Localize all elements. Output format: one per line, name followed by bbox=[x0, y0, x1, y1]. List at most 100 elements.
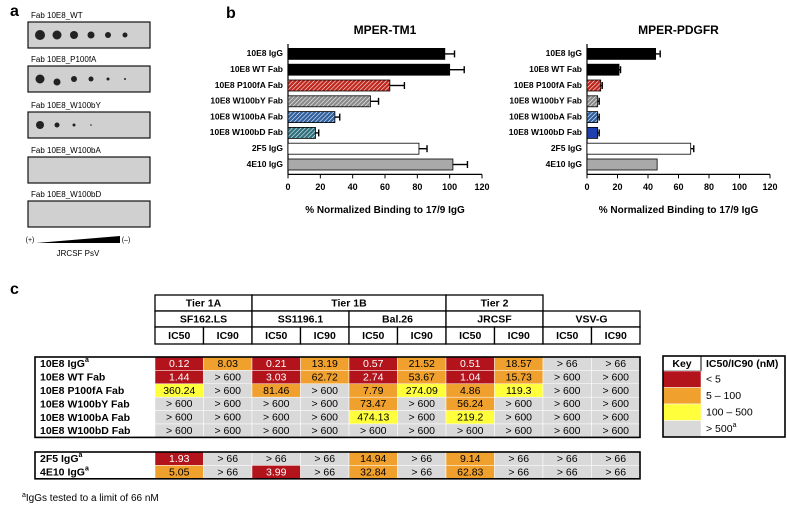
cell-value: 81.46 bbox=[263, 385, 289, 397]
strain-header: SS1196.1 bbox=[278, 313, 324, 325]
cell-value: > 66 bbox=[314, 466, 335, 478]
cell-value: > 66 bbox=[411, 453, 432, 465]
cell-value: > 600 bbox=[311, 398, 338, 410]
cell-value: > 600 bbox=[166, 398, 193, 410]
tier-header: Tier 1B bbox=[331, 297, 367, 309]
footnote: aIgGs tested to a limit of 66 nM bbox=[22, 492, 159, 504]
cell-value: 119.3 bbox=[506, 385, 532, 397]
cell-value: > 600 bbox=[214, 412, 241, 424]
cell-value: > 600 bbox=[505, 412, 532, 424]
blot-strip bbox=[27, 111, 151, 139]
blot-label: Fab 10E8_W100bA bbox=[31, 146, 101, 155]
gradient-label: JRCSF PsV bbox=[57, 249, 100, 258]
bar bbox=[586, 158, 658, 171]
measure-header: IC90 bbox=[314, 330, 336, 342]
y-tick-label: 10E8 IgG bbox=[546, 48, 583, 58]
bar bbox=[586, 63, 620, 76]
cell-value: 0.21 bbox=[266, 358, 287, 370]
chart-title: MPER-PDGFR bbox=[638, 23, 719, 37]
cell-value: 56.24 bbox=[457, 398, 483, 410]
bar bbox=[287, 142, 420, 155]
key-heading: IC50/IC90 (nM) bbox=[706, 358, 778, 370]
measure-header: IC90 bbox=[217, 330, 239, 342]
label-text: 10E8 IgG bbox=[40, 358, 85, 370]
bar bbox=[586, 111, 599, 123]
label: 100 – 500 bbox=[706, 406, 753, 418]
label: 10E8 WT Fab bbox=[40, 371, 105, 383]
label: 10E8 W100bY Fab bbox=[40, 398, 130, 410]
blot-dot bbox=[71, 76, 77, 82]
y-tick-label: 10E8 W100bA Fab bbox=[509, 111, 582, 121]
tier-header: Tier 1A bbox=[186, 297, 222, 309]
measure-header: IC90 bbox=[605, 330, 627, 342]
cell-value: > 600 bbox=[263, 412, 290, 424]
superscript: a bbox=[733, 422, 737, 429]
x-tick-label: 60 bbox=[673, 182, 683, 192]
y-tick-label: 10E8 P100fA Fab bbox=[514, 80, 582, 90]
y-tick-label: 10E8 W100bD Fab bbox=[210, 127, 283, 137]
cell-value: > 600 bbox=[554, 398, 581, 410]
blot-dot bbox=[90, 124, 92, 126]
label: < 5 bbox=[706, 373, 721, 385]
y-tick-label: 4E10 IgG bbox=[247, 159, 284, 169]
blot-dot bbox=[70, 31, 78, 39]
y-tick-label: 2F5 IgG bbox=[252, 143, 284, 153]
measure-header: IC90 bbox=[411, 330, 433, 342]
superscript: a bbox=[85, 465, 89, 472]
label: 5 – 100 bbox=[706, 390, 741, 402]
blot-dot bbox=[35, 30, 45, 40]
cell-value: > 600 bbox=[505, 425, 532, 437]
y-tick-label: 10E8 WT Fab bbox=[230, 64, 283, 74]
blot-dot bbox=[122, 32, 128, 38]
cell-value: > 66 bbox=[411, 466, 432, 478]
cell-value: 3.99 bbox=[266, 466, 287, 478]
cell-value: > 600 bbox=[408, 412, 435, 424]
blot-dot bbox=[106, 77, 110, 81]
bar bbox=[586, 48, 657, 60]
gradient-left: (+) bbox=[26, 237, 35, 244]
x-tick-label: 40 bbox=[348, 182, 358, 192]
gradient-right: (–) bbox=[122, 237, 131, 244]
cell-value: > 66 bbox=[557, 453, 578, 465]
cell-value: > 66 bbox=[605, 453, 626, 465]
label-text: 2F5 IgG bbox=[40, 453, 79, 465]
blot-dot bbox=[52, 30, 62, 40]
cell-value: > 600 bbox=[263, 425, 290, 437]
cell-value: > 600 bbox=[166, 425, 193, 437]
y-tick-label: 10E8 IgG bbox=[247, 48, 284, 58]
label: 10E8 P100fA Fab bbox=[40, 385, 124, 397]
cell-value: > 66 bbox=[217, 466, 238, 478]
cell-value: 219.2 bbox=[457, 412, 483, 424]
cell-value: 53.67 bbox=[409, 371, 435, 383]
panel-label: b bbox=[226, 5, 236, 22]
cell-value: 14.94 bbox=[360, 453, 386, 465]
label-text: < 5 bbox=[706, 373, 721, 385]
x-tick-label: 100 bbox=[732, 182, 747, 192]
bar bbox=[287, 127, 316, 139]
cell-value: > 66 bbox=[605, 466, 626, 478]
cell-value: > 600 bbox=[214, 385, 241, 397]
cell-value: 73.47 bbox=[360, 398, 386, 410]
label: 4E10 IgGa bbox=[40, 465, 89, 478]
cell-value: > 600 bbox=[554, 425, 581, 437]
cell-value: 3.03 bbox=[266, 371, 287, 383]
label: 2F5 IgGa bbox=[40, 452, 83, 465]
chart-title: MPER-TM1 bbox=[354, 23, 417, 37]
superscript: a bbox=[85, 357, 89, 364]
x-tick-label: 0 bbox=[584, 182, 589, 192]
tier-header: Tier 2 bbox=[481, 297, 509, 309]
cell-value: 8.03 bbox=[218, 358, 239, 370]
cell-value: 62.83 bbox=[457, 466, 483, 478]
cell-value: 21.52 bbox=[409, 358, 435, 370]
strain-header: SF162.LS bbox=[180, 313, 227, 325]
x-tick-label: 120 bbox=[762, 182, 777, 192]
bar bbox=[586, 95, 599, 108]
cell-value: > 600 bbox=[311, 385, 338, 397]
cell-value: > 600 bbox=[214, 425, 241, 437]
label-text: 10E8 P100fA Fab bbox=[40, 385, 124, 397]
blot-strip bbox=[27, 200, 151, 228]
y-tick-label: 2F5 IgG bbox=[551, 143, 583, 153]
label-text: 4E10 IgG bbox=[40, 466, 85, 478]
cell-value: > 600 bbox=[263, 398, 290, 410]
cell-value: 2.74 bbox=[363, 371, 384, 383]
